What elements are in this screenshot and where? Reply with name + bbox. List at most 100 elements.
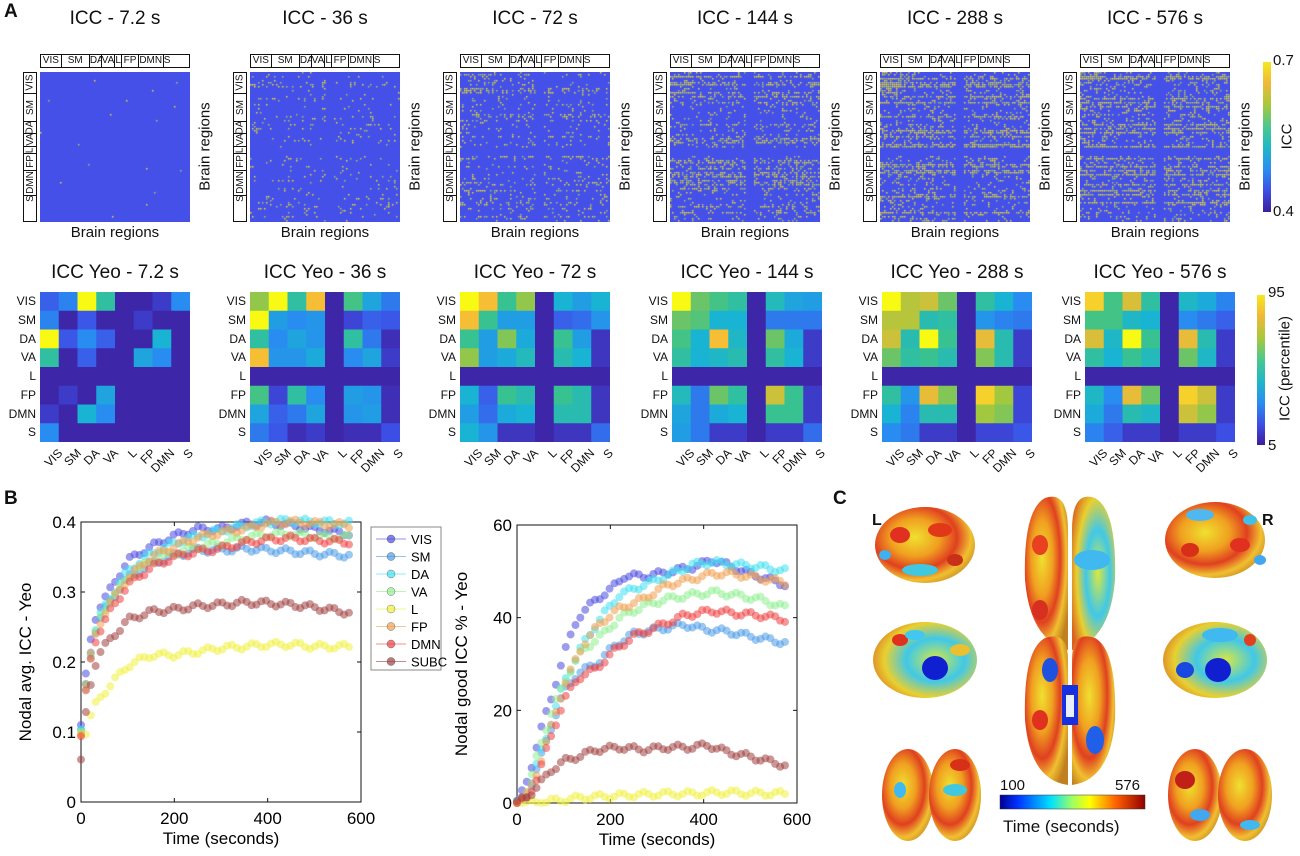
- yeo-matrix-title: ICC Yeo - 288 s: [890, 262, 1024, 283]
- heatmap-cell: [497, 385, 517, 405]
- heatmap-row-label: SM: [650, 312, 668, 327]
- heatmap-cell: [765, 367, 785, 387]
- heatmap-cell: [803, 348, 822, 368]
- data-point: [115, 595, 124, 604]
- heatmap-cell: [938, 292, 958, 312]
- network-label: VIS: [881, 55, 902, 67]
- heatmap-cell: [96, 310, 116, 330]
- heatmap-cell: [882, 367, 902, 387]
- network-label: VA: [731, 55, 745, 67]
- yeo-heatmap: [250, 292, 400, 442]
- heatmap-row-label: DMN: [1053, 406, 1081, 421]
- legend-label: FP: [411, 620, 428, 635]
- data-point: [629, 599, 638, 608]
- heatmap-cell: [133, 310, 153, 330]
- heatmap-cell: [1216, 310, 1235, 330]
- x-axis-label: Brain regions: [70, 224, 160, 241]
- x-tick-label: 400: [689, 810, 717, 829]
- heatmap-cell: [690, 367, 710, 387]
- heatmap-cell: [250, 385, 270, 405]
- heatmap-row-label: FP: [230, 387, 246, 402]
- heatmap-cell: [1085, 423, 1105, 442]
- heatmap-cell: [709, 404, 729, 424]
- heatmap-cell: [882, 292, 902, 312]
- heatmap-cell: [40, 367, 60, 387]
- heatmap-cell: [803, 423, 822, 442]
- heatmap-cell: [115, 385, 135, 405]
- heatmap-row-label: FP: [20, 387, 36, 402]
- heatmap-cell: [919, 329, 939, 349]
- network-label: VIS: [1064, 73, 1076, 94]
- data-point: [615, 593, 624, 602]
- heatmap-row-label: VA: [20, 350, 36, 365]
- icc-matrix-title: ICC - 288 s: [906, 8, 1004, 29]
- heatmap-col-label: VA: [732, 446, 754, 467]
- heatmap-cell: [171, 385, 190, 405]
- heatmap-cell: [77, 385, 97, 405]
- heatmap-cell: [919, 348, 939, 368]
- heatmap-row-label: S: [659, 425, 668, 440]
- heatmap-cell: [994, 367, 1014, 387]
- heatmap-cell: [1197, 329, 1217, 349]
- y-axis-label: Brain regions: [196, 102, 214, 191]
- heatmap-col-label: VA: [1145, 446, 1167, 467]
- data-point: [561, 642, 570, 651]
- heatmap-cell: [58, 310, 78, 330]
- data-point: [615, 613, 624, 622]
- heatmap-cell: [975, 423, 995, 442]
- legend-marker: [386, 622, 396, 631]
- heatmap-cell: [58, 348, 78, 368]
- heatmap-cell: [957, 329, 977, 349]
- heatmap-cell: [362, 423, 382, 442]
- heatmap-cell: [957, 310, 977, 330]
- heatmap-cell: [919, 292, 939, 312]
- heatmap-cell: [900, 348, 920, 368]
- data-point: [140, 611, 149, 620]
- legend-marker: [386, 657, 396, 666]
- heatmap-cell: [152, 310, 172, 330]
- data-point: [576, 613, 585, 622]
- heatmap-cell: [1103, 367, 1123, 387]
- y-axis-label: Brain regions: [1236, 102, 1254, 191]
- heatmap-cell: [343, 404, 363, 424]
- data-point: [566, 630, 575, 639]
- heatmap-cell: [672, 310, 692, 330]
- network-label: S: [654, 195, 666, 202]
- heatmap-cell: [58, 385, 78, 405]
- heatmap-cell: [747, 423, 767, 442]
- heatmap-cell: [250, 292, 270, 312]
- heatmap-col-label: S: [1225, 446, 1242, 462]
- heatmap-row-label: S: [1072, 425, 1081, 440]
- data-point: [537, 760, 546, 769]
- heatmap-cell: [77, 348, 97, 368]
- heatmap-cell: [765, 423, 785, 442]
- heatmap-cell: [919, 385, 939, 405]
- network-label: VA: [521, 55, 535, 67]
- heatmap-cell: [115, 310, 135, 330]
- data-point: [145, 565, 154, 574]
- heatmap-cell: [747, 310, 767, 330]
- heatmap-cell: [784, 404, 804, 424]
- network-label: FP: [1162, 55, 1179, 67]
- heatmap-cell: [957, 348, 977, 368]
- heatmap-cell: [133, 367, 153, 387]
- heatmap-col-label: L: [545, 446, 560, 461]
- x-axis-label: Brain regions: [910, 224, 1000, 241]
- data-point: [532, 783, 541, 792]
- heatmap-row-label: FP: [440, 387, 456, 402]
- heatmap-cell: [152, 385, 172, 405]
- yeo-heatmap: [882, 292, 1032, 442]
- heatmap-cell: [58, 423, 78, 442]
- network-label: FP: [24, 154, 36, 171]
- x-tick-label: 600: [347, 809, 375, 828]
- heatmap-cell: [1141, 292, 1161, 312]
- y-tick-label: 0.3: [52, 583, 76, 602]
- yeo-heatmap: [40, 292, 190, 442]
- heatmap-cell: [1160, 404, 1180, 424]
- x-tick-label: 200: [596, 810, 624, 829]
- network-label: VA: [234, 133, 246, 147]
- legend-label: VIS: [411, 532, 432, 547]
- data-point: [625, 636, 634, 645]
- network-label: VIS: [671, 55, 692, 67]
